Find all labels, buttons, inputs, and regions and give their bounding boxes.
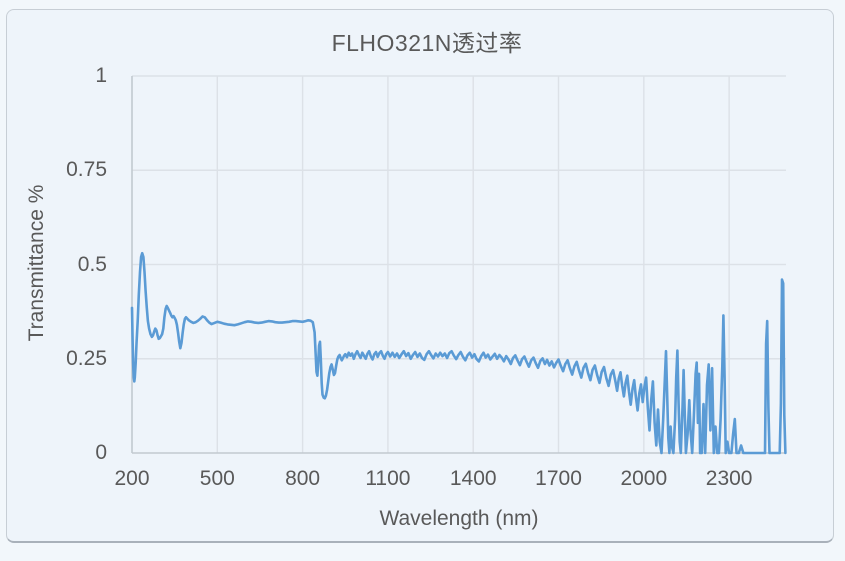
x-tick-label: 2000	[620, 467, 668, 490]
transmittance-series-line	[130, 251, 787, 455]
chart-title: FLHO321N透过率	[331, 30, 523, 56]
y-tick-label: 0.25	[66, 346, 107, 370]
x-tick-label: 800	[285, 467, 321, 490]
x-tick-label: 1700	[535, 467, 582, 490]
x-tick-label: 1400	[449, 467, 497, 490]
y-tick-label: 1	[95, 64, 107, 87]
x-tick-label: 1100	[365, 467, 411, 490]
x-axis-title: Wavelength (nm)	[379, 507, 539, 530]
y-tick-label: 0	[95, 441, 107, 464]
x-tick-label: 500	[199, 467, 235, 490]
y-tick-label: 0.5	[77, 252, 107, 276]
y-tick-label: 0.75	[66, 158, 107, 182]
x-tick-label: 2300	[705, 467, 753, 490]
x-tick-label: 200	[114, 467, 150, 490]
